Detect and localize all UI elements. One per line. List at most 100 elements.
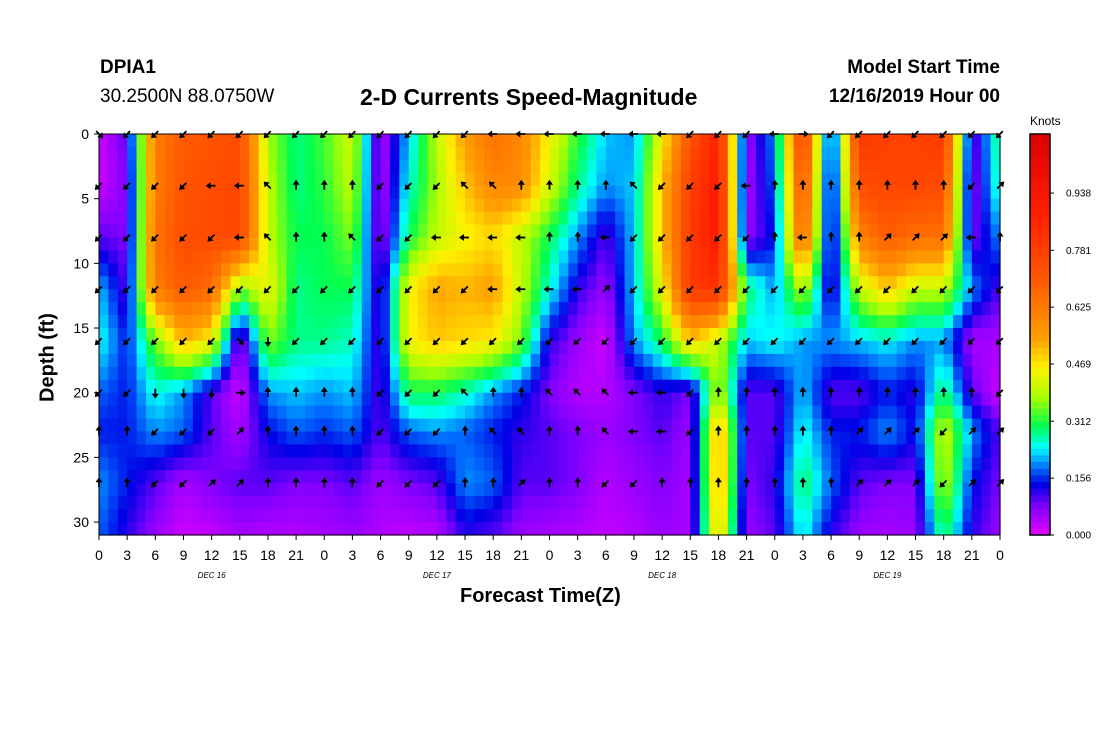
heatmap-cell bbox=[145, 328, 156, 342]
heatmap-cell bbox=[868, 431, 879, 446]
heatmap-cell bbox=[840, 483, 851, 497]
heatmap-cell bbox=[943, 470, 954, 484]
heatmap-cell bbox=[549, 198, 560, 213]
heatmap-cell bbox=[652, 483, 663, 497]
heatmap-cell bbox=[784, 444, 795, 458]
heatmap-cell bbox=[455, 509, 466, 523]
heatmap-cell bbox=[690, 302, 701, 316]
heatmap-cell bbox=[399, 405, 410, 420]
heatmap-cell bbox=[352, 289, 363, 303]
current-arrow-head bbox=[404, 287, 411, 294]
heatmap-cell bbox=[418, 159, 429, 174]
heatmap-cell bbox=[671, 198, 682, 213]
heatmap-cell bbox=[915, 211, 926, 226]
heatmap-cell bbox=[483, 522, 494, 536]
current-arrow bbox=[601, 427, 610, 435]
heatmap-cell bbox=[924, 263, 935, 277]
heatmap-cell bbox=[521, 418, 532, 433]
heatmap-cell bbox=[924, 328, 935, 342]
heatmap-cell bbox=[680, 134, 691, 148]
heatmap-cell bbox=[765, 134, 776, 148]
current-arrow-head bbox=[574, 231, 582, 237]
current-arrow-head bbox=[798, 339, 805, 346]
heatmap-cell bbox=[596, 328, 607, 342]
heatmap-cell bbox=[493, 185, 504, 200]
heatmap-cell bbox=[474, 159, 485, 174]
heatmap-cell bbox=[493, 146, 504, 161]
current-arrow bbox=[404, 182, 413, 190]
heatmap-cell bbox=[108, 353, 119, 368]
heatmap-cell bbox=[831, 276, 842, 290]
heatmap-cell bbox=[615, 134, 626, 148]
heatmap-cell bbox=[896, 185, 907, 200]
heatmap-cell bbox=[239, 522, 250, 536]
heatmap-cell bbox=[624, 366, 635, 381]
heatmap-cell bbox=[587, 224, 598, 239]
heatmap-cell bbox=[793, 405, 804, 420]
heatmap-cell bbox=[680, 185, 691, 200]
heatmap-cell bbox=[680, 444, 691, 458]
heatmap-cell bbox=[343, 263, 354, 277]
heatmap-cell bbox=[774, 379, 785, 394]
current-arrow-head bbox=[320, 339, 327, 346]
heatmap-cell bbox=[314, 366, 325, 381]
heatmap-cell bbox=[971, 457, 982, 471]
heatmap-cell bbox=[709, 172, 720, 187]
heatmap-cell bbox=[849, 159, 860, 174]
heatmap-cell bbox=[680, 237, 691, 252]
x-tick-label: 15 bbox=[232, 547, 248, 563]
heatmap-cell bbox=[314, 211, 325, 226]
heatmap-cell bbox=[239, 134, 250, 148]
heatmap-cell bbox=[540, 185, 551, 200]
heatmap-cell bbox=[389, 522, 400, 536]
heatmap-cell bbox=[868, 366, 879, 381]
heatmap-cell bbox=[709, 263, 720, 277]
heatmap-cell bbox=[765, 237, 776, 252]
heatmap-cell bbox=[831, 250, 842, 264]
heatmap-cell bbox=[474, 496, 485, 510]
current-arrow bbox=[122, 389, 131, 397]
current-arrow-head bbox=[742, 339, 749, 346]
heatmap-cell bbox=[615, 522, 626, 536]
heatmap-cell bbox=[587, 198, 598, 213]
x-tick-label: 15 bbox=[457, 547, 473, 563]
current-arrow-head bbox=[209, 479, 216, 486]
heatmap-cell bbox=[202, 431, 213, 446]
heatmap-cell bbox=[915, 328, 926, 342]
heatmap-cell bbox=[465, 340, 476, 355]
heatmap-cell bbox=[389, 379, 400, 394]
colorbar-segment bbox=[1030, 180, 1050, 189]
heatmap-cell bbox=[314, 470, 325, 484]
heatmap-cell bbox=[136, 328, 147, 342]
heatmap-cell bbox=[145, 224, 156, 239]
heatmap-cell bbox=[108, 224, 119, 239]
heatmap-cell bbox=[605, 198, 616, 213]
heatmap-cell bbox=[314, 315, 325, 329]
heatmap-cell bbox=[727, 328, 738, 342]
heatmap-cell bbox=[934, 431, 945, 446]
x-tick-label: 9 bbox=[405, 547, 413, 563]
heatmap-cell bbox=[737, 483, 748, 497]
heatmap-cell bbox=[962, 444, 973, 458]
current-arrow-head bbox=[601, 481, 608, 488]
heatmap-cell bbox=[483, 418, 494, 433]
heatmap-cell bbox=[962, 405, 973, 420]
heatmap-cell bbox=[568, 431, 579, 446]
heatmap-cell bbox=[568, 379, 579, 394]
heatmap-cell bbox=[540, 379, 551, 394]
heatmap-cell bbox=[624, 289, 635, 303]
heatmap-cell bbox=[596, 172, 607, 187]
heatmap-cell bbox=[568, 185, 579, 200]
heatmap-cell bbox=[483, 431, 494, 446]
heatmap-cell bbox=[755, 250, 766, 264]
current-arrow-head bbox=[686, 183, 693, 190]
heatmap-cell bbox=[615, 379, 626, 394]
heatmap-cell bbox=[286, 353, 297, 368]
heatmap-cell bbox=[962, 328, 973, 342]
heatmap-cell bbox=[859, 159, 870, 174]
current-arrow bbox=[939, 285, 948, 294]
heatmap-cell bbox=[624, 276, 635, 290]
station-coordinates: 30.2500N 88.0750W bbox=[100, 86, 275, 107]
heatmap-cell bbox=[418, 340, 429, 355]
heatmap-cell bbox=[577, 444, 588, 458]
